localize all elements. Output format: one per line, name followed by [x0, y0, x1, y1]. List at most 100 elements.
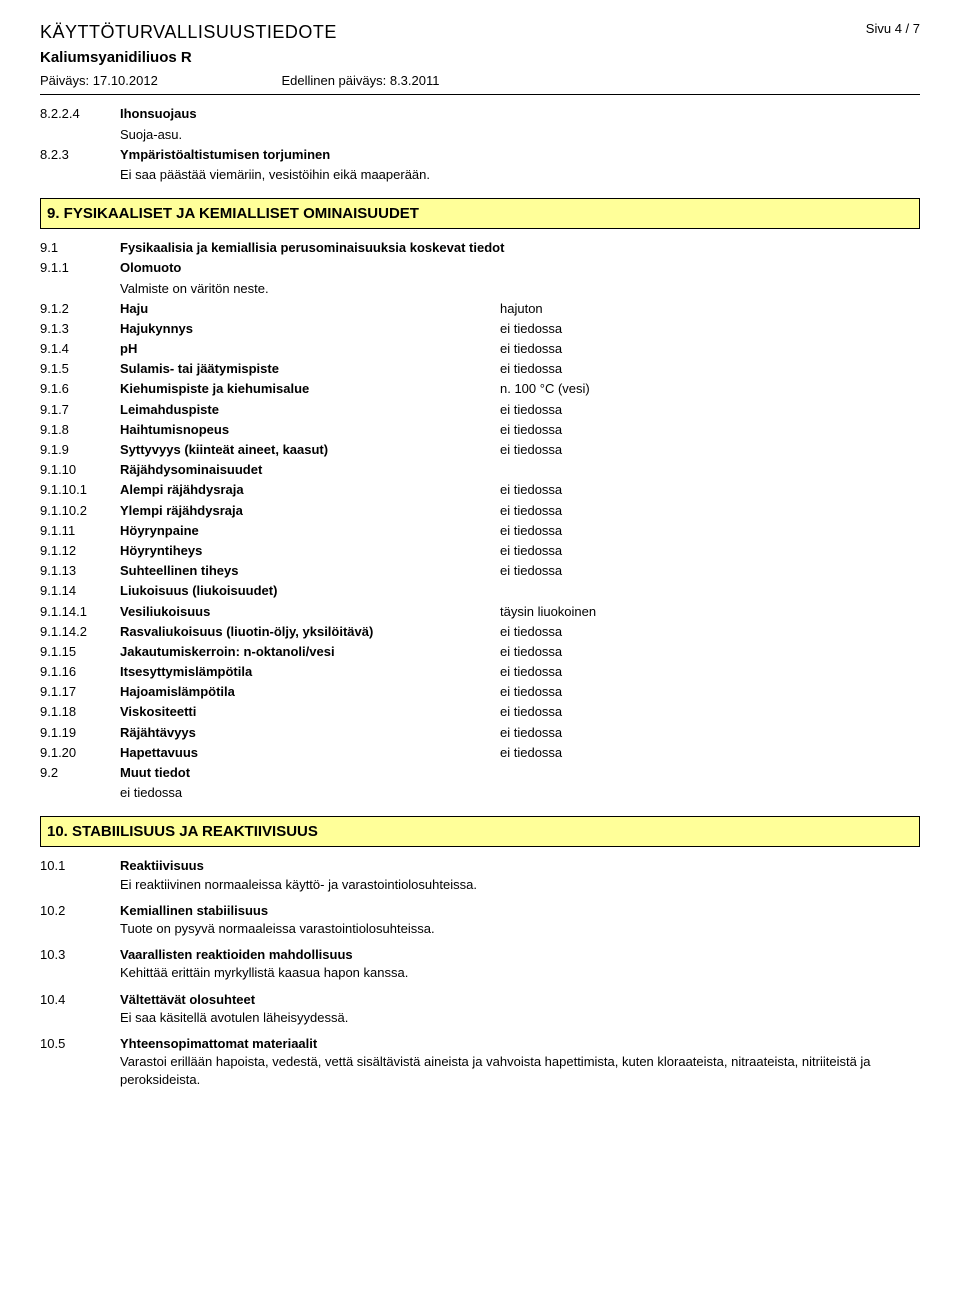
row-label: Räjähtävyys [120, 724, 500, 742]
property-row: 9.1.8Haihtumisnopeusei tiedossa [40, 421, 920, 439]
row-value: ei tiedossa [500, 623, 920, 641]
row-text: Ei saa käsitellä avotulen läheisyydessä. [120, 1009, 920, 1027]
row-value: hajuton [500, 300, 920, 318]
property-row: 9.1.6Kiehumispiste ja kiehumisaluen. 100… [40, 380, 920, 398]
row-body: Vältettävät olosuhteetEi saa käsitellä a… [120, 991, 920, 1027]
row-911: 9.1.1 Olomuoto [40, 259, 920, 277]
row-label: Haju [120, 300, 500, 318]
row-823: 8.2.3 Ympäristöaltistumisen torjuminen [40, 146, 920, 164]
row-num: 8.2.3 [40, 146, 120, 164]
row-num: 10.1 [40, 857, 120, 893]
row-num: 9.1.4 [40, 340, 120, 358]
row-value: ei tiedossa [500, 703, 920, 721]
property-row: 9.1.4pHei tiedossa [40, 340, 920, 358]
row-value: ei tiedossa [500, 360, 920, 378]
main-title: KÄYTTÖTURVALLISUUSTIEDOTE [40, 20, 439, 45]
row-num: 9.1.10.1 [40, 481, 120, 499]
section-10-item: 10.5Yhteensopimattomat materiaalitVarast… [40, 1035, 920, 1090]
row-label: Vaarallisten reaktioiden mahdollisuus [120, 946, 920, 964]
row-num: 9.1.19 [40, 724, 120, 742]
row-label: Räjähdysominaisuudet [120, 461, 500, 479]
row-value: ei tiedossa [500, 663, 920, 681]
property-row: 9.1.14Liukoisuus (liukoisuudet) [40, 582, 920, 600]
section-10-item: 10.4Vältettävät olosuhteetEi saa käsitel… [40, 991, 920, 1027]
row-value: n. 100 °C (vesi) [500, 380, 920, 398]
row-body: Vaarallisten reaktioiden mahdollisuusKeh… [120, 946, 920, 982]
row-num: 9.1.20 [40, 744, 120, 762]
row-num: 9.1.9 [40, 441, 120, 459]
doc-header: KÄYTTÖTURVALLISUUSTIEDOTE Kaliumsyanidil… [40, 20, 920, 90]
row-num: 9.1.5 [40, 360, 120, 378]
row-num: 10.5 [40, 1035, 120, 1090]
row-8224: 8.2.2.4 Ihonsuojaus [40, 105, 920, 123]
row-label: Kemiallinen stabiilisuus [120, 902, 920, 920]
row-label: Alempi räjähdysraja [120, 481, 500, 499]
row-label: Haihtumisnopeus [120, 421, 500, 439]
row-value [500, 461, 920, 479]
row-label: Leimahduspiste [120, 401, 500, 419]
row-num: 8.2.2.4 [40, 105, 120, 123]
row-body: Kemiallinen stabiilisuusTuote on pysyvä … [120, 902, 920, 938]
row-text: Ei reaktiivinen normaaleissa käyttö- ja … [120, 876, 920, 894]
row-92: 9.2 Muut tiedot [40, 764, 920, 782]
row-body: Yhteensopimattomat materiaalitVarastoi e… [120, 1035, 920, 1090]
row-value: ei tiedossa [500, 744, 920, 762]
section-9-bar: 9. FYSIKAALISET JA KEMIALLISET OMINAISUU… [40, 198, 920, 229]
property-row: 9.1.9Syttyvyys (kiinteät aineet, kaasut)… [40, 441, 920, 459]
row-num: 9.1.10 [40, 461, 120, 479]
row-num: 9.1.2 [40, 300, 120, 318]
row-label: Ihonsuojaus [120, 105, 920, 123]
row-text: Kehittää erittäin myrkyllistä kaasua hap… [120, 964, 920, 982]
row-label: Reaktiivisuus [120, 857, 920, 875]
row-label: Kiehumispiste ja kiehumisalue [120, 380, 500, 398]
row-label: Ympäristöaltistumisen torjuminen [120, 146, 920, 164]
row-value: ei tiedossa [500, 683, 920, 701]
row-num: 9.1.16 [40, 663, 120, 681]
row-label: Hapettavuus [120, 744, 500, 762]
row-label: Jakautumiskerroin: n-oktanoli/vesi [120, 643, 500, 661]
row-num: 9.1.14.2 [40, 623, 120, 641]
property-row: 9.1.2Hajuhajuton [40, 300, 920, 318]
header-rule [40, 94, 920, 95]
row-value: ei tiedossa [500, 502, 920, 520]
row-label: Hajoamislämpötila [120, 683, 500, 701]
section-10-bar: 10. STABIILISUUS JA REAKTIIVISUUS [40, 816, 920, 847]
row-value: ei tiedossa [500, 441, 920, 459]
property-row: 9.1.10.2Ylempi räjähdysrajaei tiedossa [40, 502, 920, 520]
row-label: Yhteensopimattomat materiaalit [120, 1035, 920, 1053]
page-number: Sivu 4 / 7 [866, 20, 920, 38]
row-label: Rasvaliukoisuus (liuotin-öljy, yksilöitä… [120, 623, 500, 641]
row-label: Suhteellinen tiheys [120, 562, 500, 580]
property-row: 9.1.3Hajukynnysei tiedossa [40, 320, 920, 338]
row-num: 9.1.17 [40, 683, 120, 701]
row-label: Itsesyttymislämpötila [120, 663, 500, 681]
row-91: 9.1 Fysikaalisia ja kemiallisia perusomi… [40, 239, 920, 257]
row-92-text: ei tiedossa [120, 784, 920, 802]
row-label: Liukoisuus (liukoisuudet) [120, 582, 500, 600]
property-row: 9.1.19Räjähtävyysei tiedossa [40, 724, 920, 742]
property-row: 9.1.10Räjähdysominaisuudet [40, 461, 920, 479]
row-label: Vesiliukoisuus [120, 603, 500, 621]
date-row: Päiväys: 17.10.2012 Edellinen päiväys: 8… [40, 72, 439, 90]
row-value: ei tiedossa [500, 724, 920, 742]
sub-title: Kaliumsyanidiliuos R [40, 47, 439, 68]
row-value [500, 582, 920, 600]
row-num: 9.1.6 [40, 380, 120, 398]
row-num: 9.1.15 [40, 643, 120, 661]
row-num: 10.3 [40, 946, 120, 982]
property-row: 9.1.18Viskositeettiei tiedossa [40, 703, 920, 721]
row-label: Ylempi räjähdysraja [120, 502, 500, 520]
row-num: 10.2 [40, 902, 120, 938]
property-row: 9.1.10.1Alempi räjähdysrajaei tiedossa [40, 481, 920, 499]
row-value: täysin liuokoinen [500, 603, 920, 621]
property-row: 9.1.5Sulamis- tai jäätymispisteei tiedos… [40, 360, 920, 378]
property-row: 9.1.11Höyrynpaineei tiedossa [40, 522, 920, 540]
row-num: 9.1.14 [40, 582, 120, 600]
row-label: Sulamis- tai jäätymispiste [120, 360, 500, 378]
section-10-list: 10.1ReaktiivisuusEi reaktiivinen normaal… [40, 857, 920, 1089]
row-value: ei tiedossa [500, 481, 920, 499]
row-text: Tuote on pysyvä normaaleissa varastointi… [120, 920, 920, 938]
row-value: ei tiedossa [500, 542, 920, 560]
row-label: Höyrynpaine [120, 522, 500, 540]
row-num: 9.1.8 [40, 421, 120, 439]
